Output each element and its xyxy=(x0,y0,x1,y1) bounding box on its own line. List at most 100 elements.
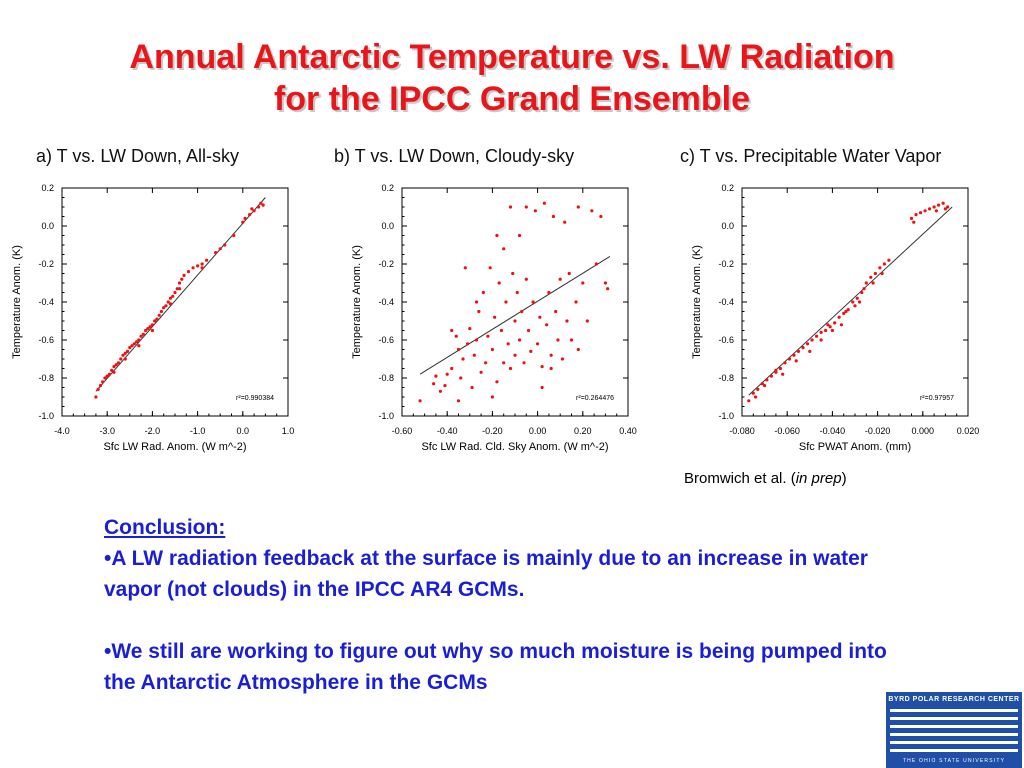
data-point xyxy=(549,353,553,357)
data-point xyxy=(846,308,850,312)
data-point xyxy=(232,233,236,238)
plot-frame xyxy=(61,187,289,417)
data-point xyxy=(517,233,522,238)
data-point xyxy=(103,376,107,380)
data-point xyxy=(250,207,254,211)
logo-stripe xyxy=(890,749,1018,752)
data-point xyxy=(177,281,182,285)
data-point xyxy=(747,399,751,403)
r-squared-annotation: r²=0.990384 xyxy=(236,395,274,402)
data-point xyxy=(196,264,200,268)
data-point xyxy=(590,209,594,213)
data-point xyxy=(139,334,143,338)
x-tick-label: 0.020 xyxy=(957,426,980,436)
data-point xyxy=(556,338,560,342)
data-point xyxy=(880,271,884,276)
logo-top-text: BYRD POLAR RESEARCH CENTER xyxy=(888,696,1020,703)
slide-title-line-1: Annual Antarctic Temperature vs. LW Radi… xyxy=(129,38,895,76)
x-tick-label: -0.040 xyxy=(820,426,846,436)
data-point xyxy=(932,205,936,209)
data-point xyxy=(603,281,607,285)
data-point xyxy=(123,351,127,355)
data-point xyxy=(96,387,100,391)
citation: Bromwich et al. (in prep) xyxy=(684,470,847,487)
data-point xyxy=(205,258,209,262)
data-point xyxy=(833,321,837,325)
data-point xyxy=(465,342,470,346)
data-point xyxy=(112,365,116,369)
data-point xyxy=(94,395,98,399)
data-point xyxy=(751,391,755,395)
data-point xyxy=(778,366,783,371)
data-point xyxy=(474,300,479,304)
data-point xyxy=(781,372,785,376)
data-point xyxy=(252,209,256,213)
data-point xyxy=(576,205,580,209)
data-point xyxy=(493,315,497,319)
data-point xyxy=(581,281,585,285)
logo-stripe xyxy=(890,717,1018,720)
logo-stripe xyxy=(890,741,1018,744)
data-point xyxy=(869,275,873,279)
data-point xyxy=(119,357,123,361)
data-point xyxy=(547,290,551,295)
data-point xyxy=(878,266,882,270)
y-tick-label: -1.0 xyxy=(718,411,734,421)
y-axis-label: Temperature Anom. (K) xyxy=(691,245,703,359)
data-point xyxy=(499,328,504,333)
data-point xyxy=(882,262,886,266)
x-axis-label: Sfc LW Rad. Anom. (W m^-2) xyxy=(103,441,246,453)
data-point xyxy=(112,370,116,374)
data-point xyxy=(132,342,136,346)
y-tick-label: -0.4 xyxy=(378,297,394,307)
y-tick-label: -0.8 xyxy=(38,373,54,383)
data-point xyxy=(513,353,517,357)
data-point xyxy=(941,201,945,205)
data-point xyxy=(536,342,540,346)
data-point xyxy=(515,290,519,295)
data-point xyxy=(538,315,542,319)
data-point xyxy=(150,323,154,327)
data-point xyxy=(261,203,265,207)
data-point xyxy=(243,216,247,220)
x-tick-label: -2.0 xyxy=(145,426,161,436)
data-point xyxy=(606,287,610,291)
x-tick-label: -4.0 xyxy=(54,426,70,436)
x-tick-label: -0.060 xyxy=(774,426,800,436)
data-point xyxy=(508,366,513,371)
y-tick-label: -0.4 xyxy=(38,297,54,307)
data-point xyxy=(792,353,796,357)
citation-close: ) xyxy=(841,470,847,487)
data-point xyxy=(862,287,866,291)
conclusion-heading: Conclusion: xyxy=(104,516,226,539)
data-point xyxy=(182,273,186,277)
data-point xyxy=(946,205,950,209)
data-point xyxy=(574,300,578,304)
data-point xyxy=(173,290,177,295)
data-point xyxy=(159,309,164,314)
data-point xyxy=(214,251,218,255)
data-point xyxy=(223,243,227,247)
data-point xyxy=(128,346,132,350)
data-point xyxy=(520,309,524,314)
data-point xyxy=(912,220,916,224)
data-point xyxy=(456,347,461,352)
data-point xyxy=(563,220,567,224)
data-point xyxy=(477,309,481,314)
data-point xyxy=(873,271,877,276)
y-tick-label: -0.4 xyxy=(718,297,734,307)
x-tick-label: -0.60 xyxy=(392,426,413,436)
data-point xyxy=(826,323,830,327)
conclusion-bullet-2: •We still are working to figure out why … xyxy=(104,640,887,694)
data-point xyxy=(508,205,513,209)
data-point xyxy=(432,382,436,386)
data-point xyxy=(456,399,461,403)
data-point xyxy=(168,296,173,300)
data-point xyxy=(481,290,485,295)
data-point xyxy=(594,262,598,266)
data-point xyxy=(191,266,195,270)
data-point xyxy=(450,328,454,333)
data-point xyxy=(110,368,114,372)
data-point xyxy=(517,338,522,342)
data-point xyxy=(155,317,159,321)
